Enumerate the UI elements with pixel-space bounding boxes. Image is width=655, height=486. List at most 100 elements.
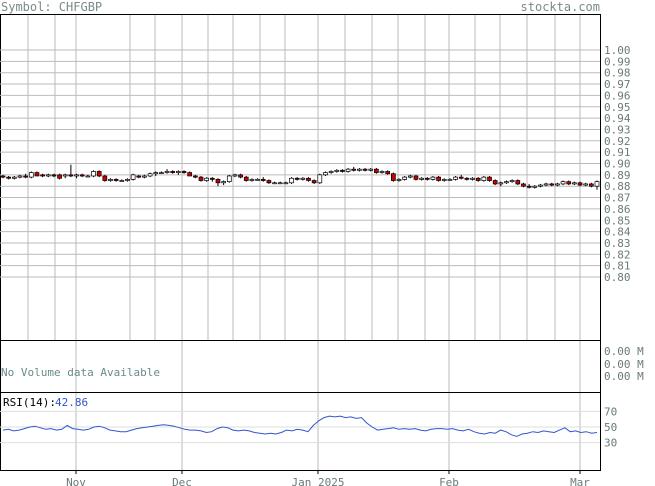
candle-body [566,181,572,185]
candle-body [424,177,430,180]
candle-body [136,175,142,178]
candle-body [441,179,447,181]
price-tick-label: 0.84 [604,226,631,239]
candle-body [277,182,283,185]
candle-body [74,174,79,177]
candle-body [475,177,481,181]
candle-body [419,177,424,180]
candle-body [464,177,470,180]
candle-body [6,176,12,179]
candle-body [23,175,28,178]
price-panel-frame [0,14,601,341]
candle-body [102,175,108,181]
candle-body [351,168,357,171]
candle-body [385,171,391,175]
rsi-label: RSI(14): [3,396,56,409]
candle-body [521,183,526,187]
price-tick-label: 1.00 [604,44,631,57]
price-tick-label: 0.94 [604,112,631,125]
candle-body [289,177,294,184]
candle-body [515,180,521,185]
x-tick-label: Feb [439,476,459,486]
candle-body [334,169,340,172]
candle-body [249,179,255,181]
candle-body [113,179,119,181]
candle-body [498,182,504,185]
candle-body [272,182,277,185]
candle-body [130,174,136,180]
candle-body [147,173,153,177]
candle-body [583,183,589,186]
candle-body [453,176,458,180]
candle-body [374,168,379,173]
candle-body [323,172,328,176]
volume-tick-label: 0.00 M [604,345,644,358]
candle-body [266,180,272,184]
candle-body [91,171,96,177]
candle-body [142,175,147,178]
price-tick-label: 0.93 [604,123,631,136]
candle-body [159,172,164,174]
price-tick-label: 0.85 [604,214,631,227]
price-tick-label: 0.88 [604,180,631,193]
candle-body [340,169,345,172]
candle-body [357,168,362,171]
candle-body [317,174,323,184]
candle-body [560,181,566,185]
candle-body [45,174,51,177]
candle-body [436,176,441,181]
candle-body [204,177,210,181]
candle-body [549,183,555,186]
candle-body [588,183,594,187]
candle-body [28,172,34,178]
candle-body [85,175,91,178]
candle-body [153,172,159,175]
candle-body [300,177,306,180]
candle-body [79,174,85,177]
candle-body [176,171,181,173]
site-link[interactable]: stockta.com [520,0,600,14]
candle-body [283,182,289,185]
candle-body [96,171,102,177]
candle-body [328,171,334,173]
candle-body [481,176,487,181]
candle-body [51,174,57,177]
candle-body [594,181,600,187]
candle-body [504,181,509,184]
candle-body [108,179,113,181]
price-tick-label: 0.89 [604,169,631,182]
candle-body [379,171,385,173]
candle-body [458,176,464,179]
candle-body [243,176,249,181]
candle-body [447,179,453,181]
rsi-value: 42.86 [55,396,88,409]
candle-body [215,179,221,184]
price-tick-label: 0.99 [604,55,631,68]
candle-body [413,175,419,180]
price-tick-label: 0.97 [604,78,631,91]
price-tick-label: 0.90 [604,158,631,171]
candle-body [396,179,402,181]
candle-body [470,177,475,180]
candle-body [577,182,583,186]
x-tick-label: Nov [66,476,86,486]
candle-body [362,168,368,171]
candle-body [125,179,130,181]
candle-body [311,180,317,184]
candle-body [62,174,68,177]
candle-body [221,181,226,184]
candle-body [368,168,374,171]
price-tick-label: 0.86 [604,203,631,216]
candle-body [430,176,436,180]
rsi-panel-frame [0,392,601,471]
no-volume-note: No Volume data Available [1,366,160,379]
candle-body [487,176,492,181]
candle-body [57,174,62,179]
price-tick-label: 0.91 [604,146,631,159]
price-tick-label: 0.81 [604,260,631,273]
candle-body [532,185,538,188]
x-tick-label: Dec [172,476,192,486]
x-tick-label: Mar [570,476,590,486]
candle-body [68,174,74,177]
